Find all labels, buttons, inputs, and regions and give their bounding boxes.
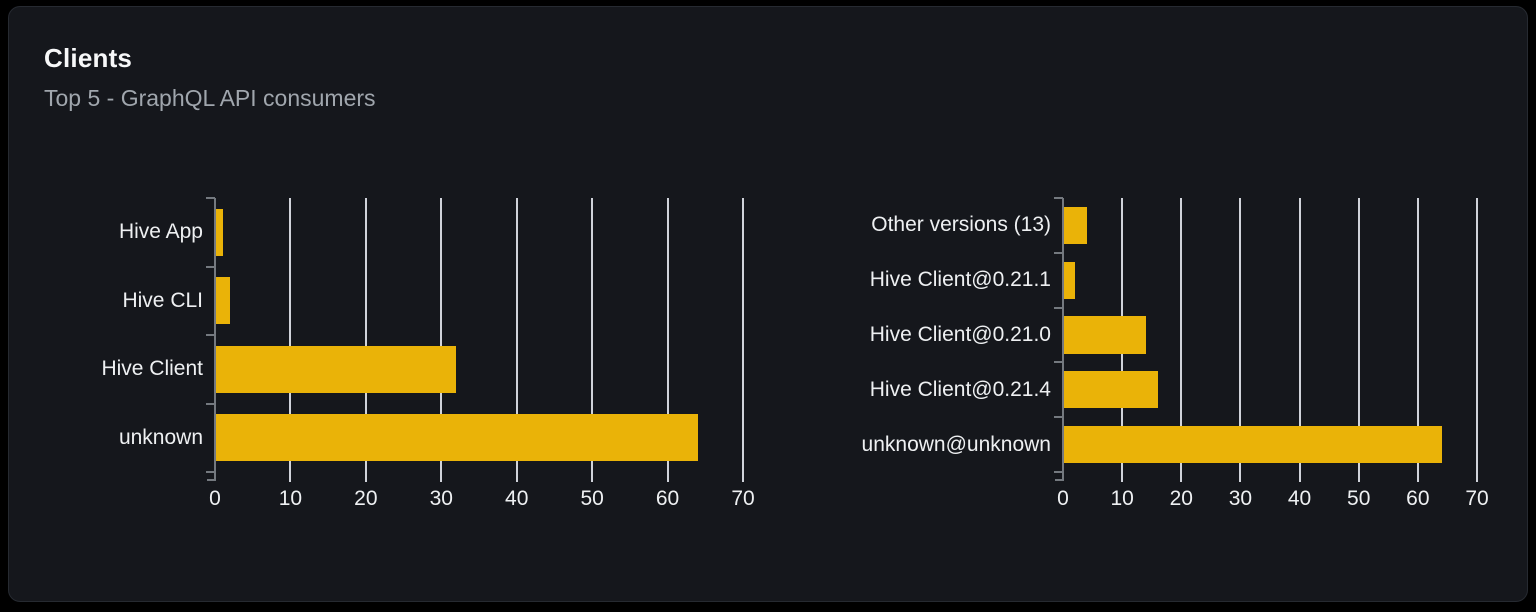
y-axis-tick — [1054, 471, 1063, 473]
x-axis-tick — [591, 472, 594, 482]
card-header: Clients Top 5 - GraphQL API consumers — [9, 7, 1527, 112]
gridline — [1416, 198, 1419, 472]
x-axis-tick — [666, 472, 669, 482]
x-tick-label: 70 — [731, 487, 755, 510]
x-axis-tick — [1357, 472, 1360, 482]
x-tick-label: 20 — [1169, 487, 1193, 510]
x-axis-tick — [1476, 472, 1478, 482]
gridline — [1357, 198, 1360, 472]
plot-area: 0 10 20 30 40 50 60 70 — [206, 197, 755, 510]
x-tick-label: 10 — [278, 487, 303, 510]
x-axis-tick — [1298, 472, 1301, 482]
x-tick-label: 50 — [580, 487, 604, 510]
x-axis-tick — [1180, 472, 1183, 482]
y-axis-tick — [206, 471, 215, 473]
gridline — [1180, 198, 1183, 472]
bar[interactable] — [1063, 425, 1442, 464]
category-label: Hive Client@0.21.4 — [869, 377, 1051, 401]
category-label: Hive CLI — [122, 288, 203, 312]
y-axis-tick — [1054, 197, 1063, 199]
x-tick-label: 60 — [655, 487, 680, 510]
x-tick-label: 40 — [505, 487, 529, 510]
y-axis-labels: Hive App Hive CLI Hive Client unknown — [101, 198, 215, 472]
x-tick-label: 20 — [354, 487, 378, 510]
x-axis-tick — [742, 472, 744, 482]
bar[interactable] — [215, 414, 698, 462]
category-label: unknown@unknown — [861, 432, 1051, 456]
plot-area: 0 10 20 30 40 50 60 70 — [1054, 197, 1489, 510]
x-tick-label: 0 — [1057, 487, 1069, 510]
y-axis-tick — [206, 265, 215, 268]
clients-card: Clients Top 5 - GraphQL API consumers Hi… — [8, 6, 1528, 602]
gridline — [289, 198, 292, 472]
card-title: Clients — [44, 43, 133, 73]
x-tick-label: 70 — [1465, 487, 1489, 510]
gridline — [440, 198, 443, 472]
y-axis-tick — [1054, 361, 1063, 364]
y-axis-line — [207, 198, 216, 481]
x-tick-label: 30 — [1228, 487, 1253, 510]
gridline — [515, 198, 518, 472]
clients-by-name-chart: Hive App Hive CLI Hive Client unknown 0 10 20 3… — [101, 197, 755, 510]
x-axis-tick — [1121, 472, 1124, 482]
y-axis-tick — [206, 334, 215, 336]
y-axis-labels: Other versions (13) Hive Client@0.21.1 Hiv… — [837, 198, 1063, 472]
bar[interactable] — [1063, 371, 1158, 409]
x-tick-label: 10 — [1110, 487, 1134, 510]
gridline — [1476, 198, 1478, 472]
category-label: Hive Client — [101, 357, 203, 381]
x-axis-tick — [515, 472, 518, 482]
bar[interactable] — [215, 277, 231, 325]
x-axis-tick — [1416, 472, 1419, 482]
bar[interactable] — [1063, 316, 1146, 354]
category-label: Hive Client@0.21.0 — [869, 322, 1051, 346]
x-tick-label: 30 — [429, 487, 453, 510]
x-axis-tick — [1239, 472, 1242, 482]
charts-row: Hive App Hive CLI Hive Client unknown 0 10 20 3… — [9, 197, 1527, 510]
y-axis-tick — [1054, 416, 1063, 419]
y-axis-tick — [206, 197, 215, 199]
gridline — [591, 198, 594, 472]
x-tick-label: 50 — [1347, 487, 1371, 510]
x-axis-tick — [289, 472, 292, 482]
x-tick-label: 60 — [1406, 487, 1430, 510]
bar[interactable] — [215, 208, 223, 256]
category-label: Hive App — [118, 220, 203, 244]
gridline — [364, 198, 367, 472]
card-subtitle: Top 5 - GraphQL API consumers — [44, 85, 376, 111]
y-axis-tick — [1054, 251, 1063, 254]
bar[interactable] — [1063, 206, 1087, 245]
x-axis-tick — [440, 472, 443, 482]
y-axis-tick — [206, 402, 215, 405]
y-axis-tick — [1054, 306, 1063, 309]
y-axis-line — [1055, 198, 1064, 481]
category-label: unknown — [118, 425, 203, 449]
category-label: Hive Client@0.21.1 — [869, 268, 1051, 292]
x-tick-label: 40 — [1287, 487, 1312, 510]
gridline — [1239, 198, 1242, 472]
bar[interactable] — [1063, 261, 1075, 299]
x-axis-tick — [364, 472, 367, 482]
gridline — [1298, 198, 1301, 472]
bar[interactable] — [215, 345, 457, 393]
gridline — [666, 198, 669, 472]
category-label: Other versions (13) — [871, 213, 1051, 237]
clients-by-version-chart: Other versions (13) Hive Client@0.21.1 Hiv… — [837, 197, 1489, 510]
gridline — [742, 198, 744, 472]
x-tick-label: 0 — [209, 487, 221, 510]
